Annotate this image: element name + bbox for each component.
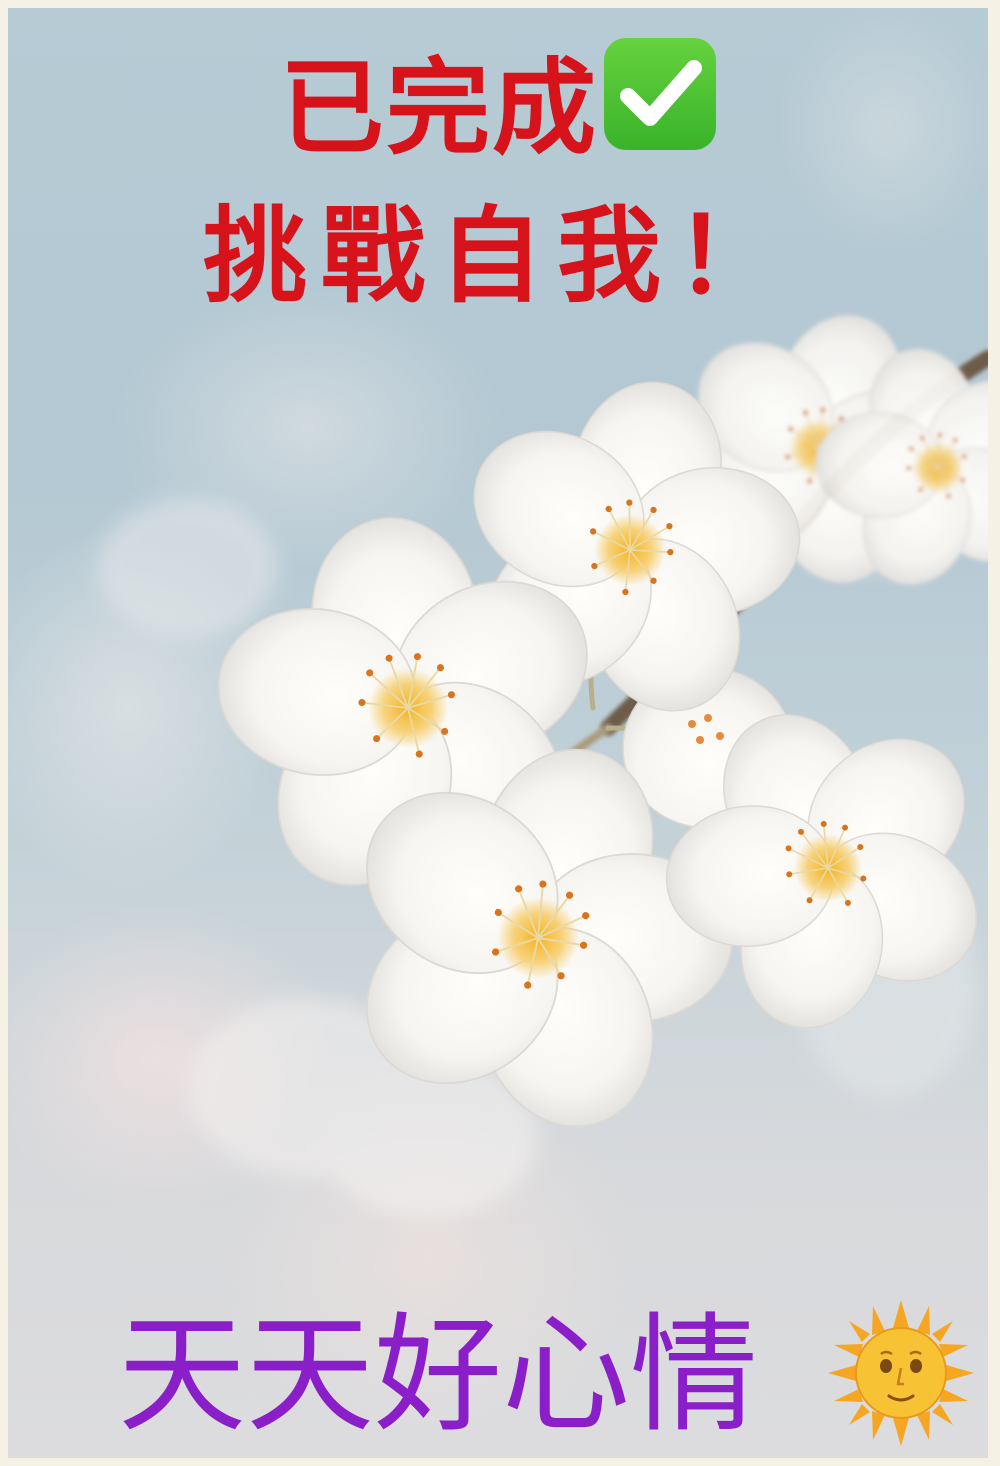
- cherry-blossom-photo: [98, 266, 988, 1218]
- completed-text: 已完成: [279, 46, 598, 169]
- greeting-card: 已完成 挑戰自我！ 天天好心情: [8, 8, 988, 1458]
- check-mark-button-icon: [604, 38, 716, 150]
- sun-with-face-icon: [828, 1300, 974, 1446]
- completed-heading: 已完成: [8, 38, 988, 160]
- challenge-heading: 挑戰自我！: [202, 194, 793, 317]
- good-mood-caption: 天天好心情: [118, 1301, 759, 1450]
